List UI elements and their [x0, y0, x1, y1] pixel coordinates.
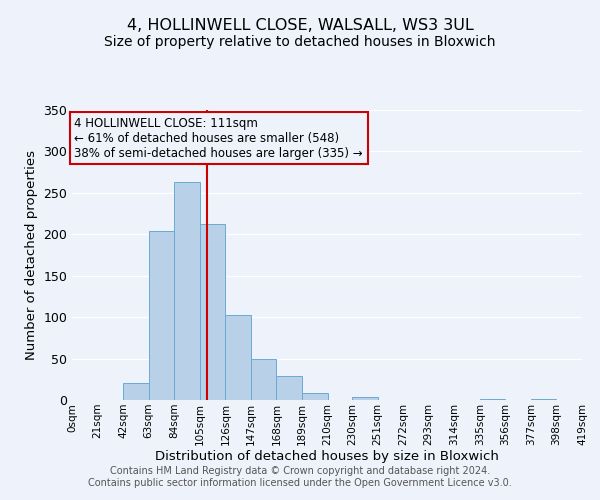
Text: 4, HOLLINWELL CLOSE, WALSALL, WS3 3UL: 4, HOLLINWELL CLOSE, WALSALL, WS3 3UL [127, 18, 473, 32]
Bar [352, 396, 377, 400]
Bar [302, 394, 328, 400]
Bar [277, 376, 302, 400]
Bar [174, 182, 200, 400]
Text: 4 HOLLINWELL CLOSE: 111sqm
← 61% of detached houses are smaller (548)
38% of sem: 4 HOLLINWELL CLOSE: 111sqm ← 61% of deta… [74, 116, 363, 160]
Text: Contains HM Land Registry data © Crown copyright and database right 2024.
Contai: Contains HM Land Registry data © Crown c… [88, 466, 512, 487]
Bar [531, 399, 556, 400]
Y-axis label: Number of detached properties: Number of detached properties [25, 150, 38, 360]
Bar [226, 314, 251, 400]
Bar [251, 358, 277, 400]
X-axis label: Distribution of detached houses by size in Bloxwich: Distribution of detached houses by size … [155, 450, 499, 464]
Text: Size of property relative to detached houses in Bloxwich: Size of property relative to detached ho… [104, 35, 496, 49]
Bar [123, 384, 149, 400]
Bar [149, 231, 174, 400]
Bar [200, 224, 226, 400]
Bar [480, 399, 505, 400]
